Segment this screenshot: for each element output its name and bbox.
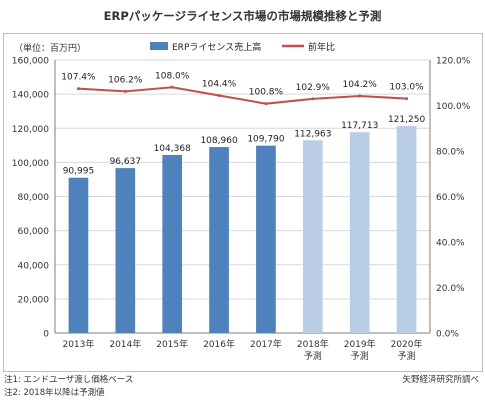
- bar-value-label: 90,995: [63, 167, 95, 177]
- x-tick-label: 2015年: [156, 338, 188, 350]
- yoy-point: [217, 93, 221, 97]
- bar: [349, 132, 370, 333]
- y-unit-label: （単位：百万円）: [14, 42, 86, 54]
- bar: [209, 147, 229, 333]
- x-tick-label: 2018年予測: [297, 338, 329, 362]
- yoy-point: [311, 97, 315, 101]
- yoy-value-label: 100.8%: [249, 88, 284, 98]
- y-tick-label: 80,000: [18, 193, 50, 203]
- y2-tick-label: 120.0%: [436, 57, 471, 67]
- yoy-point: [264, 102, 268, 106]
- x-tick-label: 2013年: [62, 338, 94, 350]
- bar-value-label: 104,368: [154, 144, 191, 154]
- source-note: 矢野経済研究所調べ: [402, 375, 479, 385]
- legend-bar-swatch: [150, 42, 168, 50]
- yoy-value-label: 103.0%: [389, 83, 424, 93]
- y2-tick-label: 20.0%: [436, 284, 465, 294]
- yoy-point: [123, 89, 127, 93]
- bar-value-label: 96,637: [110, 157, 142, 167]
- yoy-point: [76, 87, 80, 91]
- yoy-point: [405, 97, 409, 101]
- note-basis: 注1: エンドユーザ渡し価格ベース: [4, 375, 134, 385]
- y-tick-label: 160,000: [12, 57, 49, 67]
- yoy-value-label: 104.4%: [202, 79, 237, 89]
- y2-tick-label: 80.0%: [436, 148, 465, 158]
- bar: [396, 126, 417, 333]
- x-tick-label: 2017年: [250, 338, 282, 350]
- bar-value-label: 108,960: [200, 136, 237, 146]
- y2-tick-label: 100.0%: [436, 102, 471, 112]
- x-tick-label: 2020年予測: [391, 338, 423, 362]
- bar-value-label: 117,713: [341, 121, 378, 131]
- yoy-value-label: 102.9%: [296, 83, 331, 93]
- bar: [256, 145, 276, 333]
- bar-value-label: 109,790: [247, 135, 284, 145]
- yoy-value-label: 104.2%: [343, 80, 378, 90]
- legend-line-label: 前年比: [308, 41, 335, 53]
- bar: [68, 177, 89, 333]
- chart-frame: [3, 33, 483, 372]
- y2-tick-label: 40.0%: [436, 239, 465, 249]
- yoy-value-label: 107.4%: [61, 73, 96, 83]
- yoy-value-label: 106.2%: [108, 75, 143, 85]
- chart-title: ERPパッケージライセンス市場の市場規模推移と予測: [103, 9, 382, 23]
- y-tick-label: 40,000: [18, 261, 50, 271]
- y-tick-label: 60,000: [18, 227, 50, 237]
- y2-tick-label: 0.0%: [436, 330, 459, 340]
- x-tick-label: 2014年: [109, 338, 141, 350]
- y-tick-label: 120,000: [12, 125, 49, 135]
- yoy-point: [170, 85, 174, 89]
- yoy-value-label: 108.0%: [155, 71, 190, 81]
- bar-value-label: 121,250: [388, 115, 425, 125]
- bar: [162, 154, 183, 333]
- y-tick-label: 140,000: [12, 91, 49, 101]
- y-tick-label: 100,000: [12, 159, 49, 169]
- y2-tick-label: 60.0%: [436, 193, 465, 203]
- bar: [115, 168, 136, 333]
- note-forecast: 注2: 2018年以降は予測値: [4, 388, 105, 398]
- x-tick-label: 2019年予測: [344, 338, 376, 362]
- bar-value-label: 112,963: [294, 129, 331, 139]
- y-tick-label: 0: [43, 330, 49, 340]
- yoy-point: [358, 94, 362, 98]
- x-tick-label: 2016年: [203, 338, 235, 350]
- y-tick-label: 20,000: [18, 295, 50, 305]
- yoy-line: [78, 86, 407, 105]
- legend-bar-label: ERPライセンス売上高: [172, 41, 261, 53]
- bar: [302, 140, 323, 333]
